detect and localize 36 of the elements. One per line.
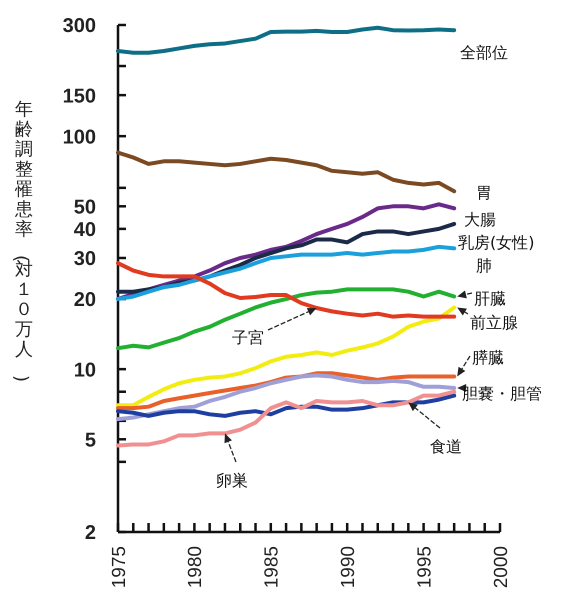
series-label: 肺 xyxy=(476,256,492,275)
line-series xyxy=(116,150,456,194)
series-label: 前立腺 xyxy=(470,312,518,332)
series-label: 子宮 xyxy=(232,328,264,347)
x-tick-label: 1995 xyxy=(414,546,436,588)
series-label: 胃 xyxy=(476,182,492,202)
text: 卵巣 xyxy=(216,470,248,490)
series-label: 大腸 xyxy=(464,210,496,229)
line-series xyxy=(116,373,456,422)
line-series xyxy=(116,244,456,302)
line-series xyxy=(116,261,456,319)
y-tick-label: 100 xyxy=(62,126,96,148)
y-tick-label: 150 xyxy=(62,85,96,108)
line-series xyxy=(116,305,456,408)
text: 年齢調整罹患率(対１０万人) xyxy=(10,99,33,382)
x-tick-label: 2000 xyxy=(490,546,512,588)
series-label: 膵臓 xyxy=(472,348,504,367)
x-tick-label: 1980 xyxy=(185,546,206,588)
y-tick-label: 5 xyxy=(84,429,96,452)
y-tick-label: 10 xyxy=(74,359,96,382)
y-tick-label: 30 xyxy=(74,248,96,270)
y-tick-label: 2 xyxy=(84,522,96,544)
series-label: 胆嚢・胆管 xyxy=(462,384,542,403)
line-series xyxy=(116,26,456,55)
y-tick-label: 40 xyxy=(74,219,96,242)
series-label: 全部位 xyxy=(460,42,508,62)
x-tick-label: 1990 xyxy=(338,546,360,588)
x-tick-label: 1985 xyxy=(262,546,283,588)
y-tick-label: 300 xyxy=(62,15,96,38)
y-tick-label: 50 xyxy=(74,196,96,218)
x-tick-label: 1975 xyxy=(108,546,130,588)
line-series xyxy=(116,287,456,350)
series-label: 乳房(女性) xyxy=(458,232,534,252)
y-tick-label: 20 xyxy=(74,289,96,312)
text: 食道 xyxy=(430,436,462,456)
series-label: 肝臓 xyxy=(474,288,506,308)
